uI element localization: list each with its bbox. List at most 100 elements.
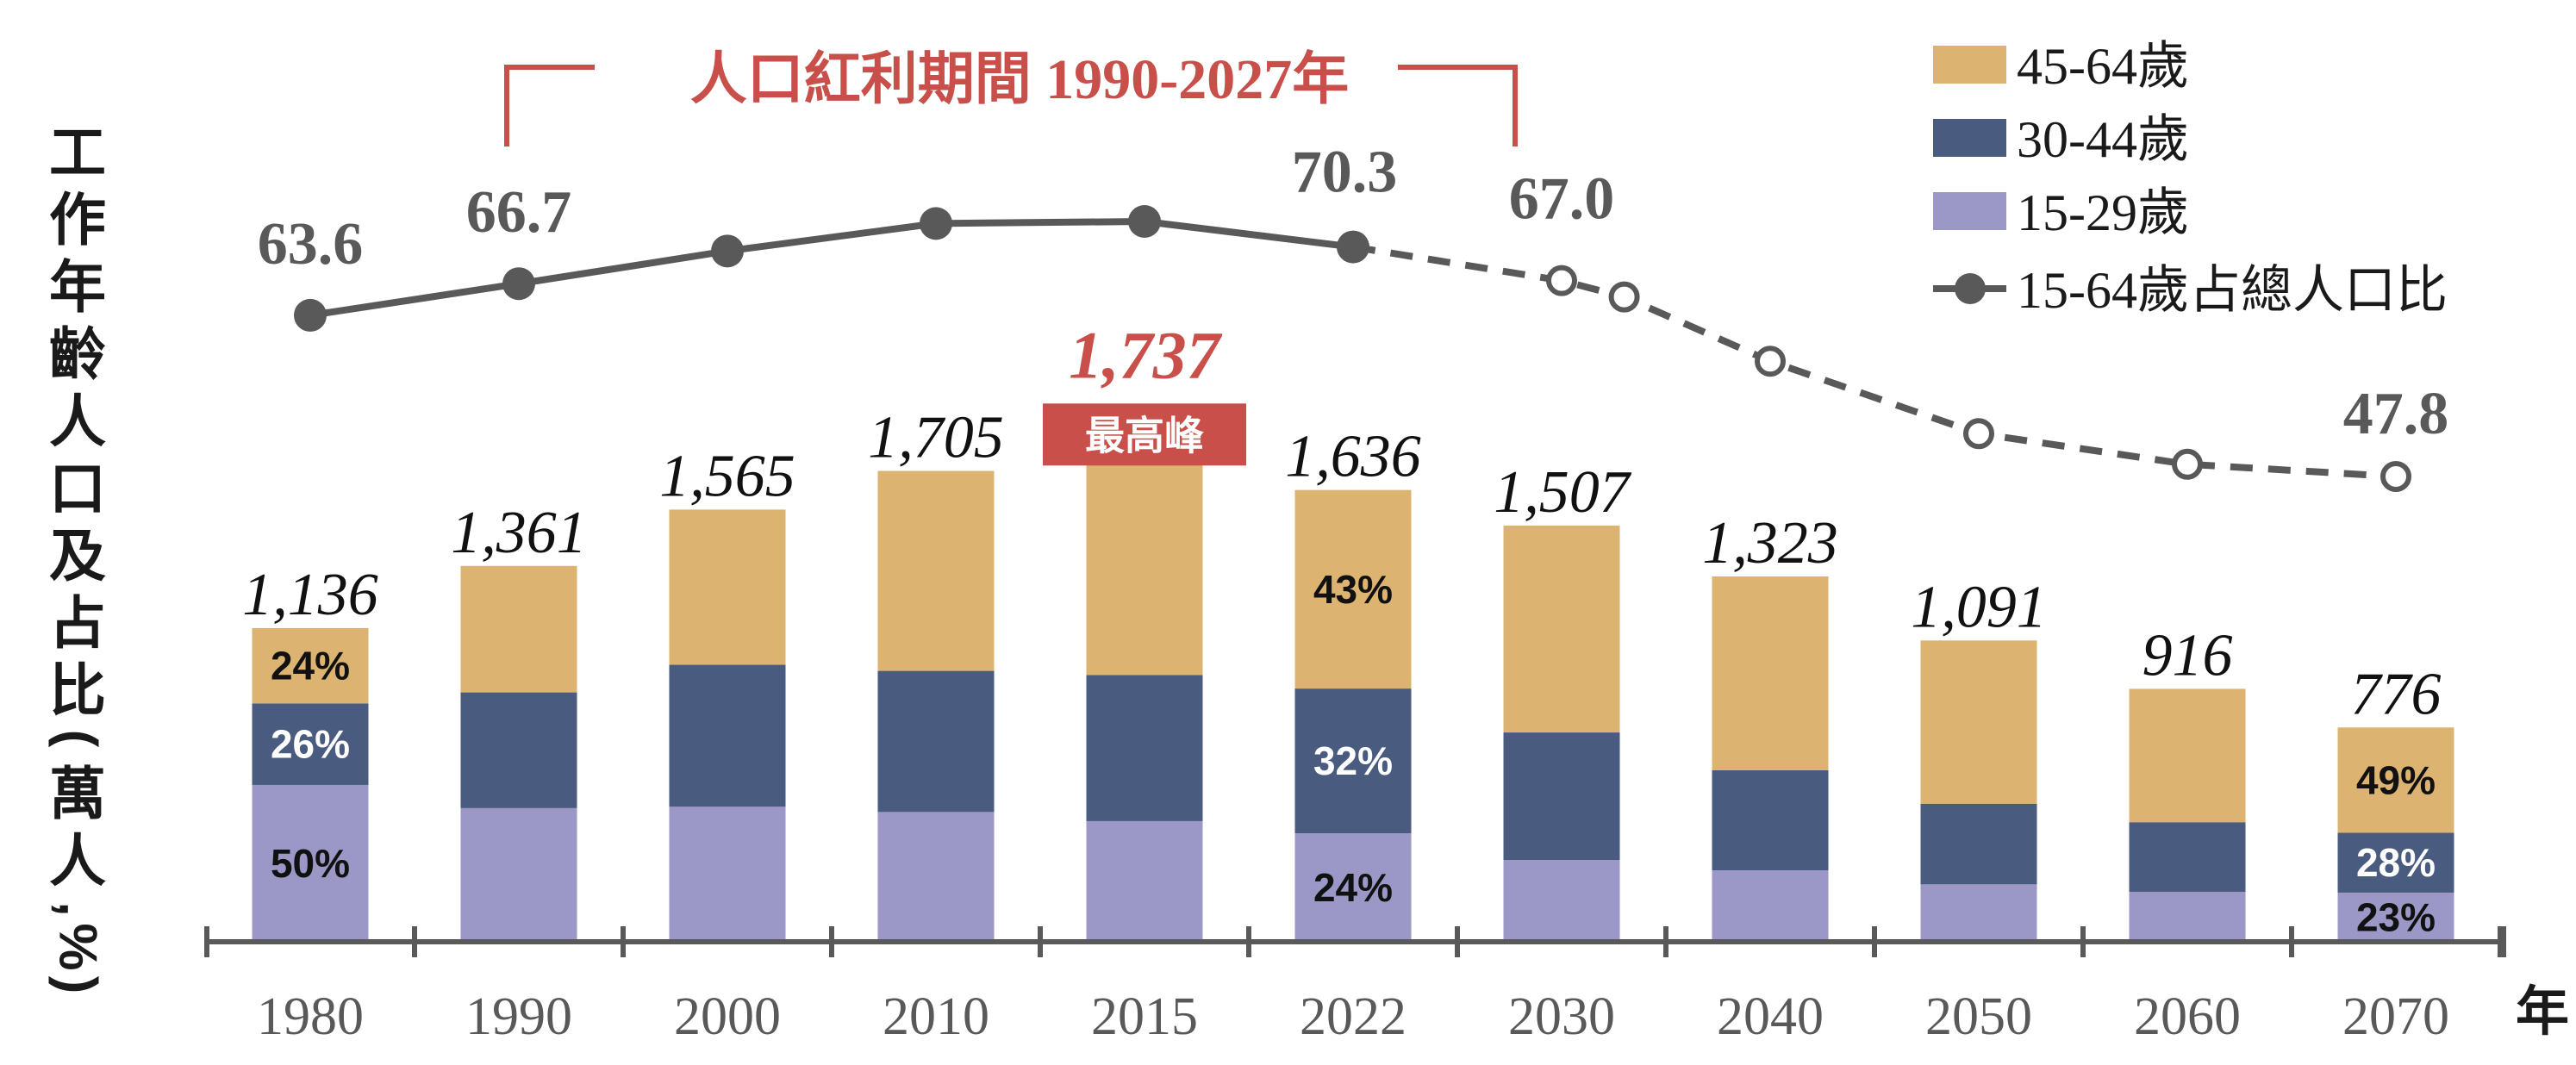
x-tick-label: 2070 xyxy=(2342,987,2449,1046)
bars-layer: 50% 26% 24% 1,136 1,361 1,565 1,705 1,737 最高峰 24%… xyxy=(242,317,2454,942)
bar-segment-30-44歲-2050 xyxy=(1920,803,2037,885)
bar-segment-45-64歲-2010 xyxy=(877,470,995,671)
bar-total-label: 1,636 xyxy=(1285,424,1421,490)
legend-swatch xyxy=(1933,119,2006,157)
x-tick-label: 2022 xyxy=(1300,987,1407,1046)
y-axis-label-char: 人 xyxy=(49,829,106,893)
bar-segment-30-44歲-1990 xyxy=(460,692,577,808)
y-axis-label-char: 萬 xyxy=(49,762,106,825)
bar-segment-45-64歲-2015 xyxy=(1086,462,1203,676)
bar-segment-15-29歲-1990 xyxy=(460,807,577,942)
y-axis-label-char: 齡 xyxy=(49,322,106,386)
bar-total-label: 1,705 xyxy=(868,405,1004,471)
ratio-point xyxy=(1128,205,1161,238)
ratio-line-layer: 63.6 66.7 70.3 67.0 47.8 xyxy=(258,140,2449,492)
bar-total-label: 1,091 xyxy=(1911,574,2047,640)
segment-label: 26% xyxy=(271,722,350,767)
y-axis-label-char: 比 xyxy=(49,658,106,722)
ratio-line-actual xyxy=(309,217,1354,319)
bar-segment-30-44歲-2000 xyxy=(669,664,786,807)
x-tick-label: 2040 xyxy=(1717,987,1824,1046)
bar-segment-45-64歲-2070 xyxy=(2337,727,2454,833)
x-tick-label: 2050 xyxy=(1925,987,2032,1046)
segment-label: 32% xyxy=(1313,738,1393,783)
ratio-point xyxy=(920,207,952,240)
bar-segment-30-44歲-2022 xyxy=(1294,688,1412,834)
bar-segment-15-29歲-2010 xyxy=(877,812,995,942)
bar-segment-15-29歲-2030 xyxy=(1503,860,1620,942)
legend-swatch xyxy=(1933,46,2006,84)
period-bracket-left xyxy=(504,65,595,146)
legend: 45-64歲 30-44歲 15-29歲 15-64歲占總人口比 xyxy=(1933,38,2448,319)
ratio-point xyxy=(1755,346,1786,377)
bar-segment-30-44歲-1980 xyxy=(252,703,369,785)
legend-swatch xyxy=(1933,192,2006,230)
y-axis-label-char: 年 xyxy=(49,255,106,319)
bar-segment-30-44歲-2030 xyxy=(1503,732,1620,861)
x-tick-label: 2010 xyxy=(883,987,989,1046)
period-bracket-right xyxy=(1398,65,1518,146)
ratio-point xyxy=(2172,448,2203,480)
bar-segment-15-29歲-2022 xyxy=(1294,833,1412,942)
bar-segment-45-64歲-1980 xyxy=(252,627,369,704)
y-axis-label-char: , xyxy=(48,901,108,916)
segment-label: 49% xyxy=(2356,757,2436,802)
x-tick-label: 2060 xyxy=(2134,987,2241,1046)
legend-line-marker xyxy=(1955,273,1986,304)
bar-segment-15-29歲-2000 xyxy=(669,807,786,942)
annotations-layer: 人口紅利期間 1990-2027年 xyxy=(504,48,1518,146)
segment-label: 28% xyxy=(2356,840,2436,885)
peak-total-label: 1,737 xyxy=(1069,317,1223,392)
segment-label: 50% xyxy=(271,841,350,886)
bar-segment-30-44歲-2070 xyxy=(2337,832,2454,893)
ratio-point-label: 70.3 xyxy=(1292,140,1398,206)
bar-total-label: 916 xyxy=(2143,622,2233,688)
bar-total-label: 1,136 xyxy=(242,562,378,628)
bar-segment-15-29歲-1980 xyxy=(252,784,369,942)
x-tick-label: 2015 xyxy=(1091,987,1198,1046)
bar-segment-30-44歲-2040 xyxy=(1712,769,1829,870)
segment-label: 43% xyxy=(1313,567,1393,612)
ratio-point-label: 47.8 xyxy=(2343,381,2449,447)
x-tick-label: 2030 xyxy=(1508,987,1615,1046)
ratio-point xyxy=(502,267,535,301)
bar-segment-45-64歲-2022 xyxy=(1294,489,1412,689)
y-axis-label-char: ( xyxy=(48,730,108,748)
bar-segment-30-44歲-2060 xyxy=(2129,822,2246,892)
legend-label: 15-64歲占總人口比 xyxy=(2017,262,2448,319)
y-axis-label-char: 人 xyxy=(49,389,106,453)
bar-segment-15-29歲-2050 xyxy=(1920,884,2037,942)
segment-label: 23% xyxy=(2356,894,2436,939)
x-tick-label: 1980 xyxy=(257,987,364,1046)
x-axis: 1980 1990 2000 2010 2015 2022 2030 2040 2050 2060… xyxy=(204,926,2569,1046)
bar-total-label: 1,323 xyxy=(1702,510,1838,576)
ratio-point xyxy=(1608,281,1640,313)
ratio-point-label: 66.7 xyxy=(466,179,572,246)
y-axis-label-char: 占 xyxy=(49,591,106,655)
bar-segment-15-29歲-2040 xyxy=(1712,869,1829,942)
bar-segment-45-64歲-2000 xyxy=(669,509,786,665)
bar-total-label: 1,361 xyxy=(451,500,587,566)
ratio-point xyxy=(1546,265,1577,296)
peak-badge-text: 最高峰 xyxy=(1085,413,1204,458)
bar-segment-15-29歲-2060 xyxy=(2129,891,2246,942)
period-annotation-text: 人口紅利期間 1990-2027年 xyxy=(690,48,1349,111)
bar-segment-15-29歲-2015 xyxy=(1086,820,1203,942)
bar-segment-45-64歲-2060 xyxy=(2129,688,2246,823)
bar-total-label: 1,565 xyxy=(659,443,795,509)
legend-label: 15-29歲 xyxy=(2017,184,2189,241)
segment-label: 24% xyxy=(1313,865,1393,910)
legend-label: 30-44歲 xyxy=(2017,111,2189,168)
ratio-point-label: 67.0 xyxy=(1509,166,1615,233)
x-tick-label: 2000 xyxy=(674,987,781,1046)
bar-segment-45-64歲-1990 xyxy=(460,565,577,693)
segment-label: 24% xyxy=(271,644,350,688)
ratio-point-label: 63.6 xyxy=(258,211,364,277)
x-tick-label: 1990 xyxy=(465,987,572,1046)
ratio-point xyxy=(1963,418,1994,450)
peak-badge xyxy=(1043,403,1246,466)
bar-segment-45-64歲-2030 xyxy=(1503,526,1620,733)
x-axis-label: 年 xyxy=(2516,982,2569,1042)
